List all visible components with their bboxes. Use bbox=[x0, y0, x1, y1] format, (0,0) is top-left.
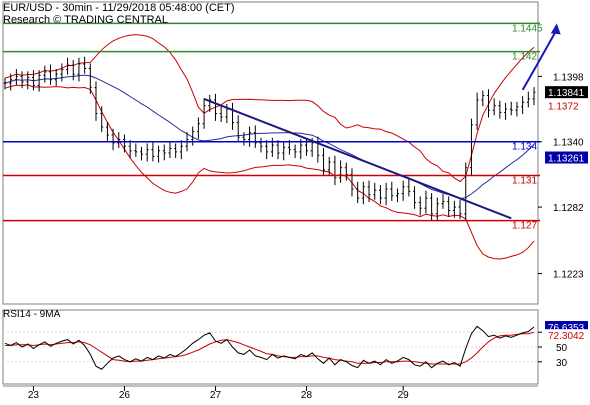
projection-arrow-line bbox=[521, 30, 557, 91]
rsi-tick-label: 50 bbox=[556, 343, 568, 354]
rsi-ma-value-box bbox=[545, 329, 588, 342]
x-tick-label: 23 bbox=[28, 390, 40, 400]
y-tick-label: 1.1398 bbox=[553, 72, 584, 83]
y-tick-label: 1.1282 bbox=[553, 203, 584, 214]
projection-arrow-head bbox=[550, 23, 561, 35]
level-label: 1.134 bbox=[512, 142, 537, 153]
moving-average-line bbox=[4, 74, 535, 200]
level-label: 1.131 bbox=[512, 176, 537, 187]
level-label: 1.142 bbox=[512, 52, 537, 63]
rsi-value-label: 76.6353 bbox=[548, 323, 585, 334]
level-label: 1.1445 bbox=[512, 23, 543, 34]
x-tick-label: 26 bbox=[119, 390, 131, 400]
value-box-label: 1.1372 bbox=[548, 102, 579, 113]
rsi-ma-value-label: 72.3042 bbox=[548, 331, 585, 342]
chart-source: Research © TRADING CENTRAL bbox=[3, 14, 168, 26]
value-box-label: 1.13841 bbox=[548, 88, 585, 99]
chart-title: EUR/USD - 30min - 11/29/2018 05:48:00 (C… bbox=[3, 2, 235, 14]
y-tick-label: 1.1340 bbox=[553, 138, 584, 149]
value-box bbox=[544, 99, 589, 113]
x-tick-label: 29 bbox=[398, 390, 410, 400]
rsi-ma-line bbox=[5, 331, 535, 365]
level-label: 1.127 bbox=[512, 221, 537, 232]
rsi-title: RSI14 - 9MA bbox=[3, 309, 61, 320]
price-panel-frame bbox=[2, 1, 539, 305]
x-tick-label: 28 bbox=[301, 390, 313, 400]
bollinger-upper-line bbox=[4, 34, 535, 183]
value-box bbox=[545, 151, 588, 164]
downtrend-line bbox=[203, 97, 512, 220]
bollinger-lower-line bbox=[4, 84, 535, 260]
value-box-label: 1.13261 bbox=[548, 154, 585, 165]
rsi-tick-label: 30 bbox=[556, 358, 568, 369]
x-tick-label: 27 bbox=[210, 390, 222, 400]
rsi-line bbox=[4, 325, 535, 370]
value-box bbox=[545, 86, 588, 99]
y-tick-label: 1.1223 bbox=[553, 270, 584, 281]
